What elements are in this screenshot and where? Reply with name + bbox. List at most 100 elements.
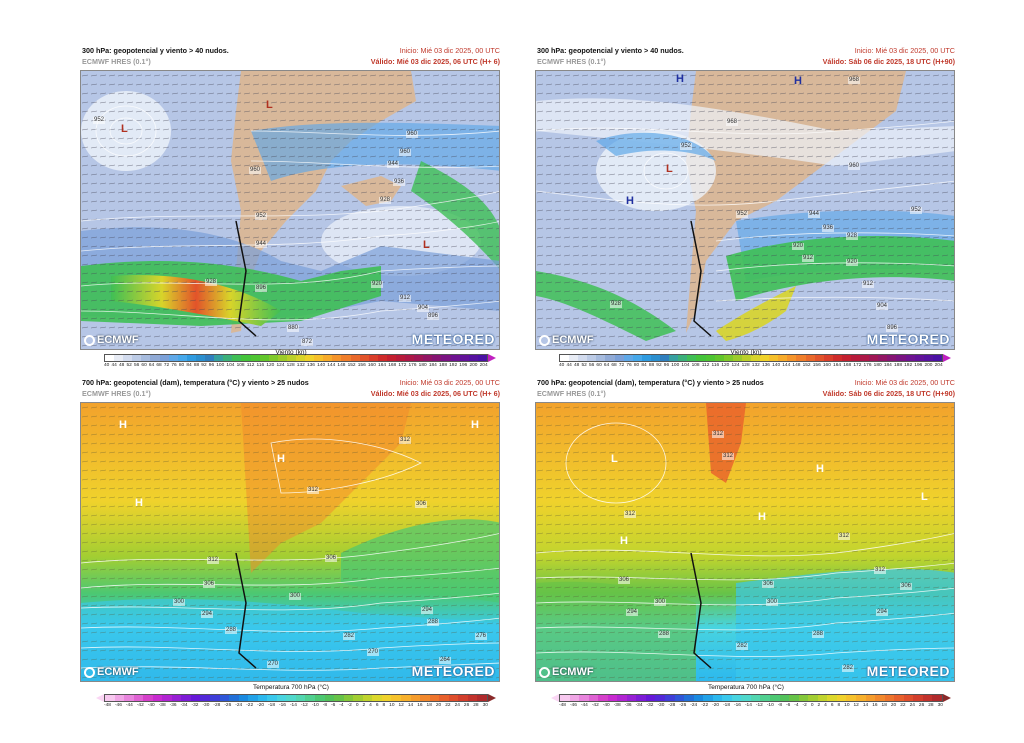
colorbar-swatch xyxy=(778,355,788,361)
colorbar-swatch xyxy=(894,695,904,701)
colorbar-swatch xyxy=(353,695,363,701)
colorbar-swatch xyxy=(450,355,460,361)
contour-label: 306 xyxy=(618,577,631,584)
colorbar-swatch xyxy=(152,695,163,701)
colorbar-tick: 108 xyxy=(691,363,700,368)
colorbar-tick: 132 xyxy=(751,363,760,368)
colorbar-ticks: -48 -46 -44 -42 -40 -38 -36 -34 -32 -30 -28 -26 -24-… xyxy=(559,703,943,708)
colorbar-tick: -32 xyxy=(646,703,654,708)
colorbar-swatch xyxy=(846,695,856,701)
colorbar-tick: 192 xyxy=(449,363,458,368)
colorbar-tick: -28 xyxy=(213,703,221,708)
colorbar-tick: 96 xyxy=(208,363,215,368)
contour-label: 312 xyxy=(307,487,320,494)
colorbar-tick: 136 xyxy=(761,363,770,368)
colorbar-tick: 40 xyxy=(104,363,110,368)
wind-field xyxy=(536,71,954,349)
colorbar-swatch xyxy=(770,695,780,701)
colorbar-swatch xyxy=(605,355,615,361)
colorbar-swatch xyxy=(448,695,459,701)
colorbar-swatch xyxy=(614,355,624,361)
colorbar-tick: -2 xyxy=(802,703,807,708)
colorbar-swatch xyxy=(168,355,178,361)
colorbar-tick: 6 xyxy=(375,703,379,708)
colorbar-title: Viento (kn) xyxy=(275,349,307,356)
meteored-logo: METEORED xyxy=(411,663,495,679)
colorbar-tick: -2 xyxy=(347,703,352,708)
colorbar-swatch xyxy=(341,355,351,361)
panel-title: 700 hPa: geopotencial (dam), temperatura… xyxy=(82,378,309,387)
colorbar-tick: 14 xyxy=(862,703,869,708)
colorbar-tick: -28 xyxy=(668,703,676,708)
colorbar-swatch xyxy=(423,355,433,361)
colorbar-tick: 20 xyxy=(890,703,897,708)
contour-label: 312 xyxy=(399,437,412,444)
colorbar-tick: -26 xyxy=(679,703,687,708)
colorbar-swatch xyxy=(396,355,406,361)
colorbar-tick: 24 xyxy=(909,703,915,708)
colorbar-tick: 192 xyxy=(904,363,913,368)
colorbar-tick: 0 xyxy=(355,703,359,708)
colorbar-arrow-right xyxy=(488,354,496,362)
colorbar-swatch xyxy=(626,695,637,701)
colorbar-ticks: 40 44 48 52 56 60 64 68 72 76 80 84 88 92 96 100 104 108 1… xyxy=(559,363,943,368)
colorbar-gradient xyxy=(104,354,488,362)
colorbar-tick: 176 xyxy=(863,363,872,368)
colorbar-tick: 168 xyxy=(843,363,852,368)
colorbar-swatch xyxy=(588,695,599,701)
colorbar-tick: 180 xyxy=(418,363,427,368)
colorbar-tick: 16 xyxy=(417,703,423,708)
colorbar-swatch xyxy=(865,695,876,701)
colorbar-swatch xyxy=(632,355,642,361)
colorbar-swatch xyxy=(186,355,196,361)
contour-label: 294 xyxy=(626,609,639,616)
colorbar-swatch xyxy=(210,695,220,701)
contour-label: 288 xyxy=(225,627,238,634)
contour-label: 294 xyxy=(201,611,214,618)
colorbar-arrow-right xyxy=(488,694,496,702)
colorbar-swatch xyxy=(459,355,469,361)
colorbar-swatch xyxy=(712,695,723,701)
colorbar-tick: 180 xyxy=(873,363,882,368)
colorbar-tick: -24 xyxy=(690,703,698,708)
colorbar-tick: 72 xyxy=(163,363,170,368)
colorbar-tick: 144 xyxy=(782,363,791,368)
colorbar-swatch xyxy=(276,695,287,701)
colorbar-tick: 104 xyxy=(226,363,235,368)
colorbar-tick: 108 xyxy=(236,363,245,368)
contour-label: 288 xyxy=(812,631,825,638)
colorbar-tick: 76 xyxy=(626,363,632,368)
ecmwf-logo: ECMWF xyxy=(84,666,139,678)
contour-label: 312 xyxy=(722,453,735,460)
contour-label: 920 xyxy=(792,243,805,250)
colorbar-swatch xyxy=(439,695,449,701)
contour-label: 270 xyxy=(367,649,380,656)
colorbar-swatch xyxy=(741,355,751,361)
colorbar-swatch xyxy=(248,695,258,701)
colorbar-swatch xyxy=(722,695,732,701)
contour-label: 282 xyxy=(842,665,855,672)
colorbar-tick: 124 xyxy=(276,363,285,368)
contour-label: 952 xyxy=(93,117,106,124)
high-center-3: H xyxy=(471,419,479,431)
valid-time: Válido: Sáb 06 dic 2025, 18 UTC (H+90) xyxy=(822,57,955,66)
contour-label: 960 xyxy=(249,167,262,174)
colorbar-swatch xyxy=(669,355,679,361)
colorbar-swatch xyxy=(405,355,415,361)
colorbar-swatch xyxy=(232,355,242,361)
colorbar-tick: 96 xyxy=(663,363,670,368)
colorbar-swatch xyxy=(832,355,842,361)
contour-label: 960 xyxy=(399,149,412,156)
model-label: ECMWF HRES (0.1°) xyxy=(82,389,151,398)
contour-label: 282 xyxy=(343,633,356,640)
colorbar-swatch xyxy=(334,695,344,701)
colorbar-swatch xyxy=(860,355,870,361)
contour-label: 282 xyxy=(736,643,749,650)
colorbar-swatch xyxy=(731,695,742,701)
colorbar-tick: 88 xyxy=(648,363,655,368)
colorbar-tick: 18 xyxy=(426,703,432,708)
colorbar-tick: 200 xyxy=(469,363,478,368)
contour-label: 936 xyxy=(393,179,406,186)
colorbar-tick: -26 xyxy=(224,703,232,708)
colorbar-swatch xyxy=(362,695,373,701)
